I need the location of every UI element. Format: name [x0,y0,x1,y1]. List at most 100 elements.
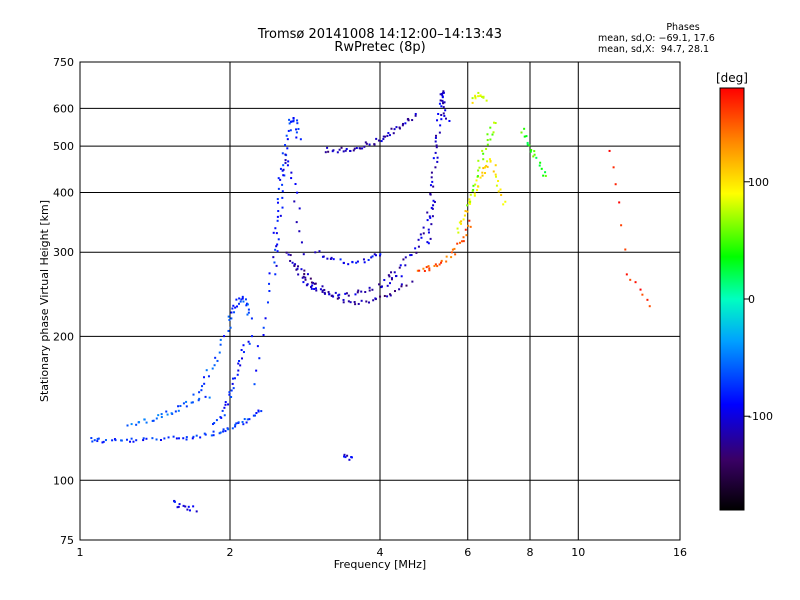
data-point [275,232,278,235]
data-point [245,421,248,424]
data-point [300,241,303,244]
data-point [441,99,444,102]
data-point [234,423,237,426]
colorbar-ticks: 100 0 -100 [744,176,773,423]
data-point [389,294,392,297]
data-point [439,124,442,127]
data-point [113,438,116,441]
x-axis: 1 2 4 6 8 10 16 [77,546,688,559]
data-point [192,435,195,438]
data-point [494,122,497,125]
data-point [200,389,203,392]
data-point [232,377,235,380]
data-point [256,345,259,348]
data-point [357,302,360,305]
data-point [303,273,306,276]
x-tick-label: 1 [77,546,84,559]
data-point [386,284,389,287]
data-point [326,257,329,260]
data-point [390,277,393,280]
data-point [477,169,480,172]
data-point [157,414,160,417]
data-point [362,258,365,261]
data-point [398,288,401,291]
data-point [364,291,367,294]
data-point [620,224,623,227]
data-point [312,281,315,284]
data-point [222,430,225,433]
data-point [479,95,482,98]
data-point [151,437,154,440]
data-point [469,193,472,196]
data-point [321,290,324,293]
data-point [212,434,215,437]
data-point [279,167,282,170]
data-point [435,144,438,147]
data-point [646,298,649,301]
data-point [433,200,436,203]
data-point [400,283,403,286]
data-point [398,127,401,130]
data-point [474,95,477,98]
data-point [281,190,284,193]
data-point [284,144,287,147]
data-point [185,438,188,441]
data-point [292,119,295,122]
data-point [338,293,341,296]
data-point [401,124,404,127]
data-point [234,425,237,428]
data-point [96,437,99,440]
data-point [422,226,425,229]
data-point [612,166,615,169]
data-point [274,227,277,230]
data-point [399,264,402,267]
data-point [400,285,403,288]
x-axis-label: Frequency [MHz] [334,558,426,571]
data-point [629,278,632,281]
data-point [379,295,382,298]
data-point [248,342,251,345]
data-point [420,236,423,239]
data-point [462,240,465,243]
data-point [101,441,104,444]
data-point [160,413,163,416]
data-point [468,219,471,222]
data-point [306,283,309,286]
data-point [438,263,441,266]
data-point [232,387,235,390]
data-point [289,259,292,262]
data-point [426,241,429,244]
data-point [242,300,245,303]
data-point [199,436,202,439]
data-point [332,258,335,261]
data-point [322,255,325,258]
data-point [342,301,345,304]
data-point [277,187,280,190]
data-point [224,401,227,404]
data-point [442,106,445,109]
x-tick-label: 8 [527,546,534,559]
data-point [384,135,387,138]
data-point [244,298,247,301]
data-point [155,438,158,441]
data-point [246,313,249,316]
data-point [237,362,240,365]
data-point [533,153,536,156]
data-point [243,418,246,421]
data-point [202,376,205,379]
data-point [281,196,284,199]
data-point [185,405,188,408]
data-point [345,292,348,295]
data-point [231,307,234,310]
data-point [540,167,543,170]
data-point [96,440,99,443]
data-point [436,119,439,122]
data-point [434,140,437,143]
data-point [241,297,244,300]
data-point [392,132,395,135]
data-point [388,134,391,137]
data-point [624,248,627,251]
data-point [444,109,447,112]
data-point [266,301,269,304]
data-point [192,505,195,508]
